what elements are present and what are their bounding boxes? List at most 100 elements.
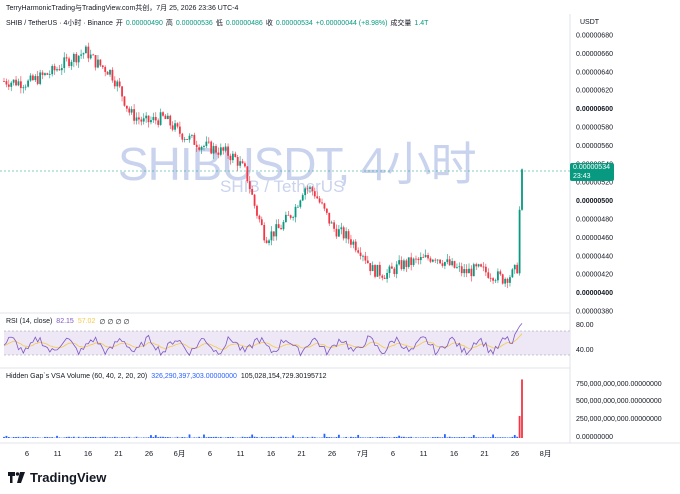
- time-tick: 6: [391, 449, 395, 458]
- rsi-ma-value: 57.02: [77, 318, 96, 325]
- volume-bar: [477, 437, 480, 438]
- candle-body: [212, 146, 215, 154]
- candle-body: [345, 231, 348, 239]
- volume-bar: [164, 437, 167, 438]
- volume-bar: [215, 436, 217, 438]
- price-tick: 0.00000520: [576, 180, 613, 187]
- volume-bar: [511, 436, 514, 438]
- volume-bar: [330, 437, 333, 438]
- candle-body: [477, 264, 480, 267]
- currency-label[interactable]: USDT: [580, 19, 600, 26]
- volume-legend[interactable]: Hidden Gap`s VSA Volume (60, 40, 2, 20, …: [6, 373, 327, 380]
- watermark-description: SHIB / TetherUS: [220, 177, 345, 196]
- volume-bar: [36, 437, 39, 438]
- volume-bar: [494, 437, 497, 438]
- volume-bar: [135, 436, 138, 438]
- candle-body: [101, 65, 104, 68]
- high-value: 0.00000536: [175, 19, 213, 27]
- brand-name: TradingView: [30, 470, 107, 485]
- volume-bar: [359, 437, 362, 438]
- candle-body: [419, 257, 422, 261]
- symbol-description[interactable]: SHIB / TetherUS · 4小时 · Binance: [6, 20, 113, 27]
- candle-body: [325, 208, 328, 213]
- candle-body: [174, 123, 176, 130]
- candle-body: [393, 268, 396, 274]
- candle-body: [398, 260, 401, 265]
- candle-body: [484, 266, 487, 273]
- candle-body: [227, 146, 229, 156]
- volume-bar: [492, 434, 494, 438]
- volume-bar: [388, 437, 391, 438]
- time-axis[interactable]: 6 11 16 21 26 6月 6 11 16 21 26 7月 6 11 16 21 26 8月: [25, 449, 551, 458]
- volume-bar: [256, 437, 258, 438]
- candle-body: [19, 81, 22, 89]
- candle-body: [472, 264, 475, 277]
- tradingview-logo[interactable]: TradingView: [8, 470, 106, 485]
- volume-bar: [282, 437, 285, 438]
- candle-body: [162, 112, 164, 116]
- candle-body: [191, 134, 193, 136]
- volume-bar: [24, 436, 27, 438]
- candle-body: [236, 157, 239, 166]
- volume-bar: [306, 437, 309, 438]
- candle-body: [388, 266, 391, 273]
- candle-body: [282, 222, 285, 230]
- candle-body: [277, 224, 280, 229]
- volume-bar: [46, 436, 49, 438]
- candle-body: [340, 227, 343, 230]
- candle-body: [444, 262, 446, 266]
- volume-bar: [369, 437, 372, 438]
- candle-body: [147, 115, 150, 123]
- volume-bar: [48, 437, 51, 438]
- price-tick: 0.00000500: [576, 198, 613, 205]
- price-axis[interactable]: 0.00000680 0.00000660 0.00000640 0.00000620…: [576, 33, 613, 316]
- candle-body: [265, 240, 268, 244]
- candle-body: [203, 145, 205, 147]
- volume-bar: [65, 436, 68, 438]
- volume-bar: [475, 437, 478, 438]
- volume-bar: [292, 435, 295, 438]
- volume-bar: [188, 434, 191, 438]
- volume-bar: [381, 436, 384, 438]
- volume-bar: [3, 436, 5, 438]
- volume-bar: [92, 437, 95, 438]
- candle-body: [12, 79, 15, 83]
- volume-bar: [463, 436, 466, 438]
- volume-bar: [70, 437, 73, 438]
- volume-bar: [431, 437, 434, 438]
- time-tick: 26: [511, 449, 519, 458]
- rsi-series: [3, 323, 523, 357]
- time-tick: 26: [328, 449, 336, 458]
- volume-bar: [82, 437, 85, 438]
- price-tick: 0.00000680: [576, 33, 613, 40]
- candle-body: [463, 269, 466, 274]
- volume-bar: [183, 437, 186, 438]
- candle-body: [513, 264, 516, 270]
- candle-body: [494, 280, 497, 282]
- rsi-legend[interactable]: RSI (14, close) 82.15 57.02 ∅ ∅ ∅ ∅: [6, 318, 130, 326]
- candle-body: [219, 147, 222, 155]
- candle-body: [330, 222, 333, 224]
- candle-body: [34, 76, 37, 81]
- time-tick: 11: [54, 449, 62, 458]
- candle-body: [518, 209, 521, 274]
- candle-body: [458, 266, 461, 268]
- price-tick: 0.00000460: [576, 235, 613, 242]
- volume-bar: [205, 437, 208, 438]
- volume-bar: [509, 437, 511, 438]
- volume-bar: [470, 437, 473, 438]
- volume-bar: [513, 435, 516, 438]
- candle-body: [453, 261, 456, 268]
- candle-body: [446, 259, 449, 263]
- candle-body: [92, 54, 95, 56]
- price-tick: 0.00000440: [576, 253, 613, 260]
- volume-bar: [58, 437, 61, 438]
- candle-body: [436, 259, 439, 261]
- candle-body: [32, 75, 34, 81]
- candle-body: [487, 272, 490, 278]
- candle-body: [366, 260, 369, 264]
- volume-bar: [128, 436, 131, 438]
- candle-body: [10, 82, 13, 87]
- symbol-legend: SHIB / TetherUS · 4小时 · Binance 开 0.00000…: [6, 18, 428, 28]
